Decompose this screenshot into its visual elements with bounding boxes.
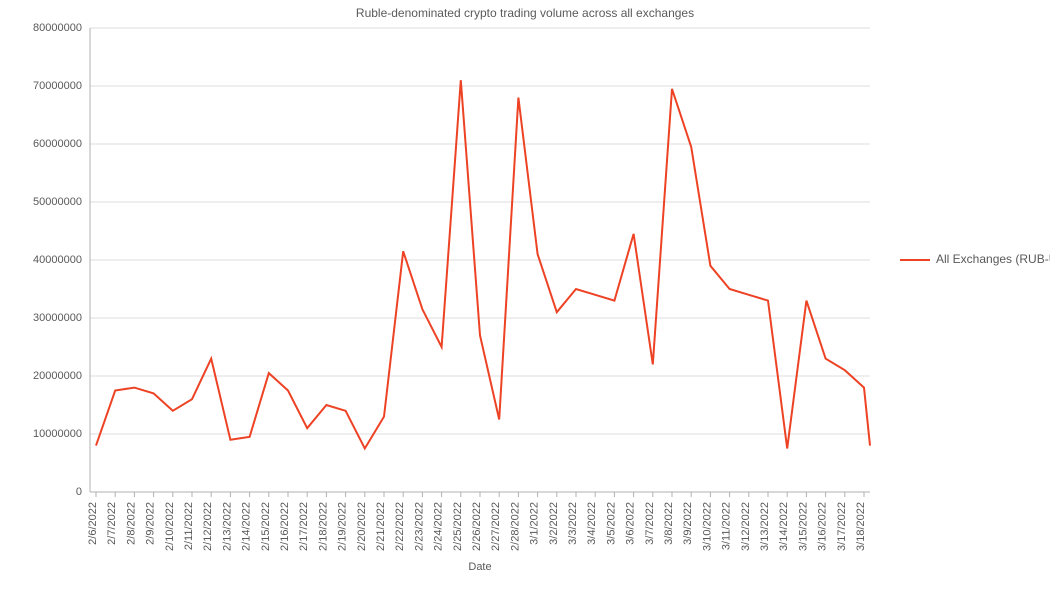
- y-tick-label: 0: [76, 486, 82, 498]
- y-tick-label: 30000000: [33, 312, 82, 324]
- chart-svg: 0 10000000 20000000 30000000 40000000 5000000…: [0, 0, 1050, 600]
- y-tick-label: 20000000: [33, 370, 82, 382]
- chart-container: Ruble-denominated crypto trading volume …: [0, 0, 1050, 600]
- x-tick-label: 2/14/2022: [241, 502, 253, 551]
- x-tick-label: 3/17/2022: [836, 502, 848, 551]
- legend-label: All Exchanges (RUB-USD): [936, 252, 1050, 266]
- x-tick-label: 2/17/2022: [298, 502, 310, 551]
- x-tick-label: 3/3/2022: [567, 502, 579, 545]
- x-tick-label: 2/19/2022: [337, 502, 349, 551]
- x-tick-label: 2/6/2022: [87, 502, 99, 545]
- x-tick-label: 3/14/2022: [778, 502, 790, 551]
- y-tick-label: 10000000: [33, 428, 82, 440]
- x-tick-label: 3/1/2022: [529, 502, 541, 545]
- x-tick-label: 2/13/2022: [221, 502, 233, 551]
- x-tick-label: 2/12/2022: [202, 502, 214, 551]
- x-tick-label: 2/7/2022: [106, 502, 118, 545]
- y-tick-label: 50000000: [33, 196, 82, 208]
- x-tick-label: 3/6/2022: [625, 502, 637, 545]
- x-tick-label: 3/12/2022: [740, 502, 752, 551]
- x-tick-label: 2/26/2022: [471, 502, 483, 551]
- x-tick-label: 2/11/2022: [183, 502, 195, 550]
- x-tick-label: 3/4/2022: [586, 502, 598, 545]
- x-tick-label: 2/10/2022: [164, 502, 176, 551]
- x-tick-label: 3/16/2022: [817, 502, 829, 551]
- x-tick-label: 2/16/2022: [279, 502, 291, 551]
- x-tick-label: 2/18/2022: [317, 502, 329, 551]
- x-tick-label: 3/15/2022: [797, 502, 809, 551]
- x-tick-label: 2/28/2022: [509, 502, 521, 551]
- x-tick-label: 2/23/2022: [413, 502, 425, 551]
- x-tick-label: 2/9/2022: [145, 502, 157, 545]
- x-tick-label: 3/5/2022: [605, 502, 617, 545]
- x-tick-label: 2/20/2022: [356, 502, 368, 551]
- x-tick-label: 3/13/2022: [759, 502, 771, 551]
- x-tick-label: 3/9/2022: [682, 502, 694, 545]
- y-tick-label: 40000000: [33, 254, 82, 266]
- y-tick-label: 80000000: [33, 22, 82, 34]
- x-tick-label: 3/2/2022: [548, 502, 560, 545]
- x-tick-label: 3/8/2022: [663, 502, 675, 545]
- x-tick-label: 3/7/2022: [644, 502, 656, 545]
- x-tick-label: 3/11/2022: [721, 502, 733, 550]
- y-tick-label: 70000000: [33, 80, 82, 92]
- x-axis-title: Date: [468, 561, 491, 573]
- x-tick-label: 3/10/2022: [701, 502, 713, 551]
- y-tick-label: 60000000: [33, 138, 82, 150]
- x-tick-label: 2/27/2022: [490, 502, 502, 551]
- x-tick-label: 2/21/2022: [375, 502, 387, 551]
- x-tick-label: 2/24/2022: [433, 502, 445, 551]
- x-tick-label: 2/25/2022: [452, 502, 464, 551]
- x-tick-label: 2/15/2022: [260, 502, 272, 551]
- x-tick-label: 3/18/2022: [855, 502, 867, 551]
- series-line: [96, 80, 870, 448]
- x-tick-label: 2/8/2022: [125, 502, 137, 545]
- x-tick-label: 2/22/2022: [394, 502, 406, 551]
